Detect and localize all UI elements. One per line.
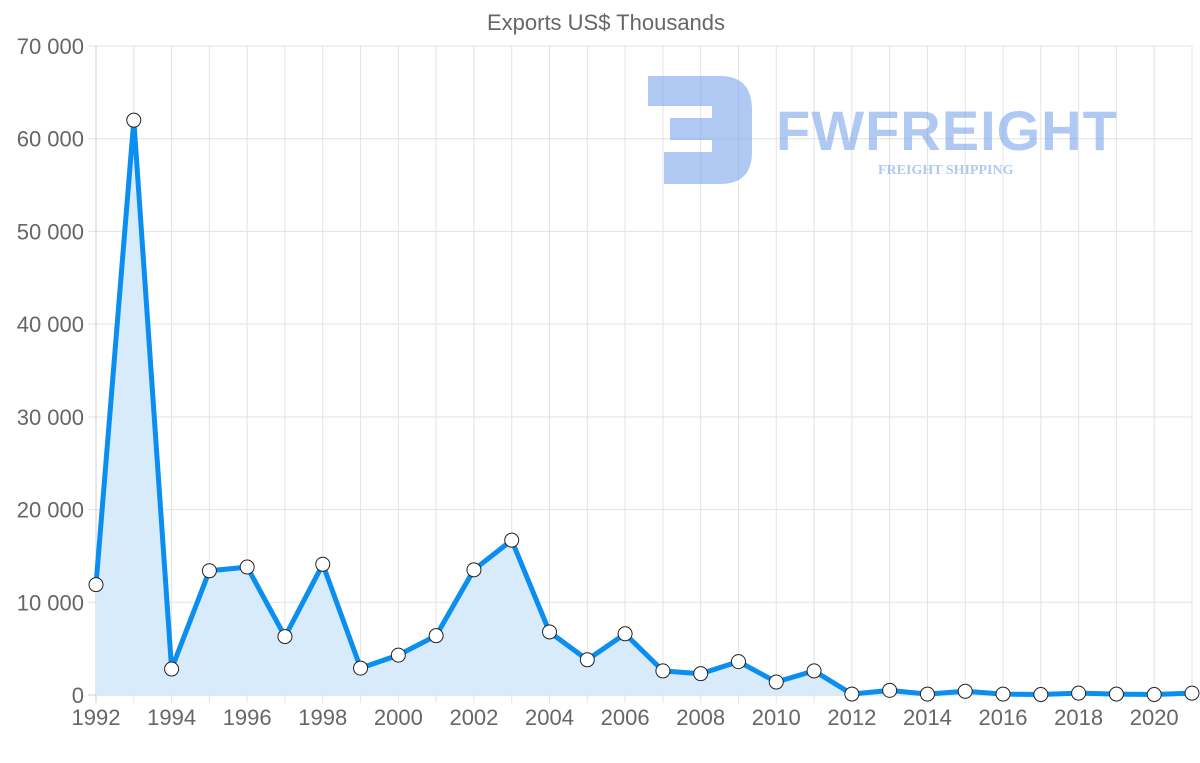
- data-point: [315, 556, 331, 572]
- data-point: [239, 559, 255, 575]
- x-tick-label: 2012: [827, 705, 876, 730]
- data-point: [164, 661, 180, 677]
- data-point: [428, 628, 444, 644]
- data-point: [617, 626, 633, 642]
- x-axis: 1992 1994 1996 1998 2000 2002 2004 2006 2008 2010…: [72, 705, 1179, 730]
- svg-text:FWFREIGHT: FWFREIGHT: [776, 99, 1118, 162]
- data-point: [1033, 687, 1049, 703]
- y-tick-label: 60 000: [17, 127, 84, 152]
- x-tick-label: 1994: [147, 705, 196, 730]
- y-tick-label: 10 000: [17, 590, 84, 615]
- fwfreight-watermark-logo: FWFREIGHT FREIGHT SHIPPING: [648, 76, 1118, 184]
- x-tick-label: 2018: [1054, 705, 1103, 730]
- data-point: [730, 654, 746, 670]
- data-point: [1184, 685, 1200, 701]
- data-point: [1146, 687, 1162, 703]
- data-point: [1108, 686, 1124, 702]
- y-axis: 0 10 000 20 000 30 000 40 000 50 000 60 000 70 …: [17, 34, 84, 708]
- svg-text:FREIGHT SHIPPING: FREIGHT SHIPPING: [878, 163, 1014, 178]
- y-tick-label: 0: [72, 683, 84, 708]
- data-point: [201, 563, 217, 579]
- data-point: [995, 686, 1011, 702]
- x-tick-label: 1998: [298, 705, 347, 730]
- x-tick-label: 1996: [223, 705, 272, 730]
- x-tick-label: 2010: [752, 705, 801, 730]
- y-tick-label: 70 000: [17, 34, 84, 59]
- data-point: [768, 674, 784, 690]
- x-tick-label: 1992: [72, 705, 121, 730]
- data-point: [882, 682, 898, 698]
- data-point: [466, 562, 482, 578]
- data-points: [88, 112, 1200, 703]
- data-point: [844, 686, 860, 702]
- data-point: [919, 686, 935, 702]
- data-point: [277, 629, 293, 645]
- x-tick-label: 2004: [525, 705, 574, 730]
- chart-title: Exports US$ Thousands: [487, 10, 725, 35]
- y-tick-label: 30 000: [17, 405, 84, 430]
- x-tick-label: 2016: [979, 705, 1028, 730]
- data-point: [957, 683, 973, 699]
- data-point: [390, 647, 406, 663]
- x-tick-label: 2008: [676, 705, 725, 730]
- y-tick-label: 20 000: [17, 498, 84, 523]
- x-tick-label: 2020: [1130, 705, 1179, 730]
- data-point: [1071, 685, 1087, 701]
- data-point: [693, 666, 709, 682]
- data-point: [353, 660, 369, 676]
- data-point: [88, 577, 104, 593]
- y-tick-label: 50 000: [17, 219, 84, 244]
- grid: [88, 45, 1193, 703]
- data-point: [579, 652, 595, 668]
- data-point: [806, 663, 822, 679]
- y-tick-label: 40 000: [17, 312, 84, 337]
- x-tick-label: 2000: [374, 705, 423, 730]
- x-tick-label: 2006: [601, 705, 650, 730]
- x-tick-label: 2002: [449, 705, 498, 730]
- data-point: [504, 532, 520, 548]
- series-area-fill: [96, 120, 1192, 695]
- data-point: [126, 112, 142, 128]
- data-point: [655, 663, 671, 679]
- data-point: [542, 624, 558, 640]
- x-tick-label: 2014: [903, 705, 952, 730]
